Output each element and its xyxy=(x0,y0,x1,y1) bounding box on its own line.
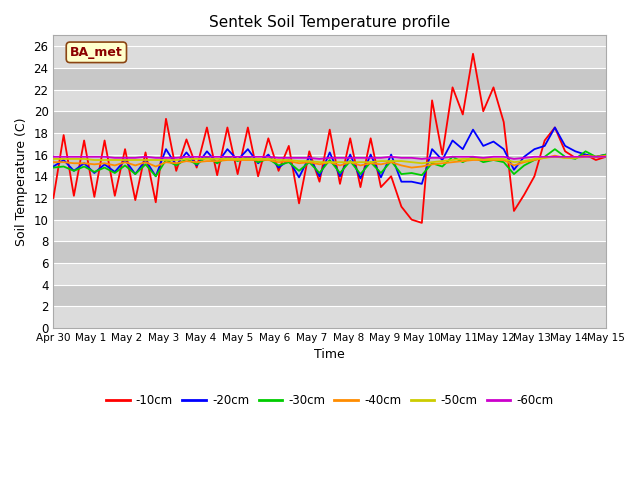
Line: -40cm: -40cm xyxy=(53,156,606,168)
-20cm xyxy=(182,150,190,156)
-10cm xyxy=(469,51,477,57)
-30cm xyxy=(49,165,57,170)
-10cm xyxy=(49,195,57,201)
-20cm xyxy=(592,154,600,160)
-50cm xyxy=(254,156,262,162)
-50cm xyxy=(152,157,159,163)
-20cm xyxy=(551,125,559,131)
-20cm xyxy=(152,173,159,179)
-30cm xyxy=(152,173,159,179)
Bar xyxy=(53,198,606,220)
Title: Sentek Soil Temperature profile: Sentek Soil Temperature profile xyxy=(209,15,451,30)
-20cm xyxy=(254,160,262,166)
-30cm xyxy=(592,154,600,160)
Bar xyxy=(53,220,606,241)
-60cm xyxy=(551,154,559,160)
-10cm xyxy=(418,220,426,226)
-10cm xyxy=(254,173,262,179)
Line: -20cm: -20cm xyxy=(53,128,606,184)
Y-axis label: Soil Temperature (C): Soil Temperature (C) xyxy=(15,118,28,246)
Line: -30cm: -30cm xyxy=(53,149,606,176)
Bar xyxy=(53,241,606,263)
-60cm xyxy=(254,154,262,160)
-60cm xyxy=(592,154,600,160)
Bar xyxy=(53,263,606,285)
-60cm xyxy=(49,154,57,160)
-30cm xyxy=(602,152,610,157)
Bar xyxy=(53,155,606,176)
-60cm xyxy=(111,155,118,161)
-40cm xyxy=(602,153,610,158)
-40cm xyxy=(561,155,569,161)
-20cm xyxy=(49,164,57,169)
-10cm xyxy=(152,199,159,205)
-20cm xyxy=(418,181,426,187)
-20cm xyxy=(111,169,118,175)
-40cm xyxy=(592,154,600,160)
-30cm xyxy=(551,146,559,152)
Bar xyxy=(53,68,606,90)
Bar xyxy=(53,46,606,68)
Bar xyxy=(53,285,606,306)
X-axis label: Time: Time xyxy=(314,348,345,361)
-20cm xyxy=(602,152,610,157)
Line: -10cm: -10cm xyxy=(53,54,606,223)
-10cm xyxy=(592,157,600,163)
-40cm xyxy=(551,153,559,158)
-50cm xyxy=(182,156,190,162)
Line: -50cm: -50cm xyxy=(53,157,606,163)
Bar xyxy=(53,90,606,111)
-50cm xyxy=(561,155,569,161)
-50cm xyxy=(551,154,559,160)
-10cm xyxy=(111,193,118,199)
Bar xyxy=(53,306,606,328)
-60cm xyxy=(602,154,610,160)
Line: -60cm: -60cm xyxy=(53,157,606,159)
Text: BA_met: BA_met xyxy=(70,46,123,59)
-30cm xyxy=(111,170,118,176)
-40cm xyxy=(182,158,190,164)
-10cm xyxy=(182,136,190,142)
Bar xyxy=(53,133,606,155)
Bar xyxy=(53,111,606,133)
-40cm xyxy=(254,157,262,163)
-50cm xyxy=(592,154,600,160)
-40cm xyxy=(152,164,159,169)
-50cm xyxy=(49,156,57,162)
-30cm xyxy=(561,154,569,160)
-10cm xyxy=(561,148,569,154)
-40cm xyxy=(49,159,57,165)
-60cm xyxy=(316,156,323,162)
-60cm xyxy=(152,155,159,161)
-40cm xyxy=(408,165,415,170)
-60cm xyxy=(182,154,190,160)
-20cm xyxy=(561,143,569,149)
-10cm xyxy=(602,154,610,160)
Legend: -10cm, -20cm, -30cm, -40cm, -50cm, -60cm: -10cm, -20cm, -30cm, -40cm, -50cm, -60cm xyxy=(102,390,558,412)
-30cm xyxy=(162,157,170,163)
-50cm xyxy=(111,157,118,163)
Bar xyxy=(53,176,606,198)
-50cm xyxy=(418,160,426,166)
-30cm xyxy=(264,156,272,162)
-30cm xyxy=(193,161,200,167)
-50cm xyxy=(602,154,610,160)
-40cm xyxy=(111,163,118,168)
